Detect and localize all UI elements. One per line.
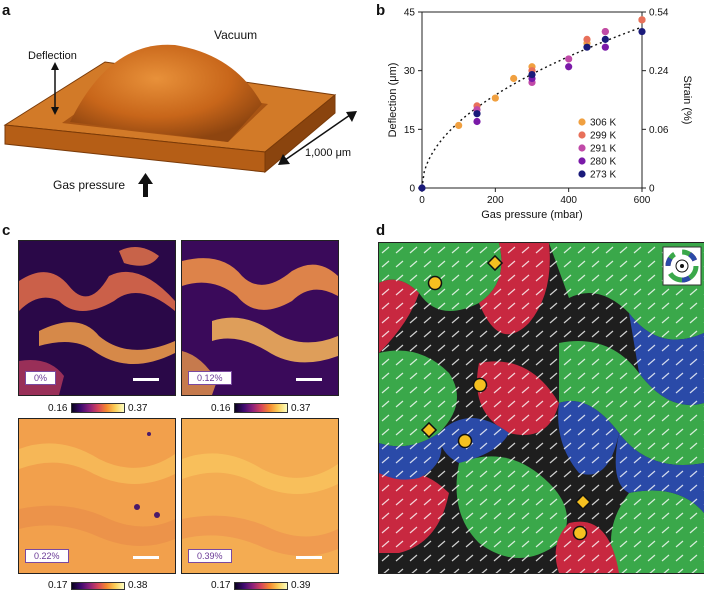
colorbar-0-max: 0.37 xyxy=(128,403,148,414)
deflection-label: Deflection xyxy=(28,50,77,62)
gas-pressure-label: Gas pressure xyxy=(53,178,126,192)
domain-map xyxy=(378,242,704,574)
data-point-291-K xyxy=(565,55,573,63)
data-point-273-K xyxy=(528,70,536,79)
strain-map-3: 0.39% xyxy=(181,418,339,574)
panel-label-b: b xyxy=(376,2,386,19)
x-tick-label: 600 xyxy=(634,195,651,206)
membrane-schematic xyxy=(3,44,357,197)
scale-bar-2 xyxy=(133,556,159,559)
colorbar-1-min: 0.16 xyxy=(211,403,231,414)
legend-marker xyxy=(578,157,586,165)
colorbar-1-max: 0.37 xyxy=(291,403,311,414)
legend-marker xyxy=(578,131,586,139)
legend-label: 291 K xyxy=(590,144,616,155)
legend-label: 280 K xyxy=(590,157,616,168)
legend-label: 273 K xyxy=(590,170,616,181)
colorbar-3-min: 0.17 xyxy=(211,580,231,591)
strain-value-2: 0.22% xyxy=(25,549,69,563)
y-tick-label: 45 xyxy=(404,8,416,19)
x-tick-label: 400 xyxy=(560,195,577,206)
strain-map-1: 0.12% xyxy=(181,240,339,396)
data-point-280-K xyxy=(473,117,481,126)
panel-label-a: a xyxy=(2,2,11,19)
strain-map-0: 0% xyxy=(18,240,176,396)
x-tick-label: 0 xyxy=(419,195,425,206)
data-point-273-K xyxy=(473,110,481,118)
strain-map-2-image xyxy=(19,419,175,573)
colorbar-2 xyxy=(71,582,125,590)
legend-marker xyxy=(578,170,586,178)
data-point-306-K xyxy=(455,121,463,130)
y-right-tick-label: 0 xyxy=(649,184,655,195)
legend-label: 306 K xyxy=(590,118,616,129)
strain-map-3-image xyxy=(182,419,338,573)
y-right-tick-label: 0.06 xyxy=(649,125,669,136)
domain-map-image xyxy=(379,243,704,573)
x-axis-label: Gas pressure (mbar) xyxy=(481,209,582,221)
strain-value-3: 0.39% xyxy=(188,549,232,563)
panel-label-d: d xyxy=(376,222,386,239)
legend-label: 299 K xyxy=(590,131,616,142)
data-point-273-K xyxy=(601,35,609,43)
plot-frame xyxy=(421,11,643,189)
data-point-273-K xyxy=(418,184,426,192)
data-point-280-K xyxy=(565,63,573,71)
y-axis-label: Deflection (μm) xyxy=(387,63,399,138)
y-right-tick-label: 0.54 xyxy=(649,8,669,19)
scale-bar-3 xyxy=(296,556,322,559)
colorbar-0 xyxy=(71,403,125,413)
data-point-299-K xyxy=(638,16,646,24)
data-point-280-K xyxy=(601,43,609,51)
vacuum-label: Vacuum xyxy=(214,28,258,42)
y-tick-label: 15 xyxy=(404,125,416,136)
y-right-tick-label: 0.24 xyxy=(649,66,669,77)
data-point-306-K xyxy=(510,74,518,83)
strain-value-0: 0% xyxy=(25,371,57,385)
legend-marker xyxy=(578,144,586,152)
colorbar-2-max: 0.38 xyxy=(128,580,148,591)
colorbar-2-min: 0.17 xyxy=(48,580,68,591)
y-tick-label: 30 xyxy=(404,66,416,77)
y-right-axis-label: Strain (%) xyxy=(681,76,693,125)
data-point-291-K xyxy=(601,27,609,36)
scale-bar-0 xyxy=(133,378,159,381)
y-tick-label: 0 xyxy=(409,184,415,195)
data-point-273-K xyxy=(638,27,646,36)
colorbar-3-max: 0.39 xyxy=(291,580,311,591)
colorbar-0-min: 0.16 xyxy=(48,403,68,414)
data-point-306-K xyxy=(491,94,499,102)
x-tick-label: 200 xyxy=(487,195,504,206)
data-point-273-K xyxy=(583,43,591,51)
strain-map-2: 0.22% xyxy=(18,418,176,574)
size-label: 1,000 μm xyxy=(305,147,352,159)
colorbar-3 xyxy=(234,582,288,590)
data-point-299-K xyxy=(583,35,591,43)
strain-value-1: 0.12% xyxy=(188,371,232,385)
legend-marker xyxy=(578,118,586,126)
scale-bar-1 xyxy=(296,378,322,381)
strain-map-1-image xyxy=(182,241,338,395)
colorbar-1 xyxy=(234,403,288,413)
strain-map-0-image xyxy=(19,241,175,395)
panel-label-c: c xyxy=(2,222,11,239)
